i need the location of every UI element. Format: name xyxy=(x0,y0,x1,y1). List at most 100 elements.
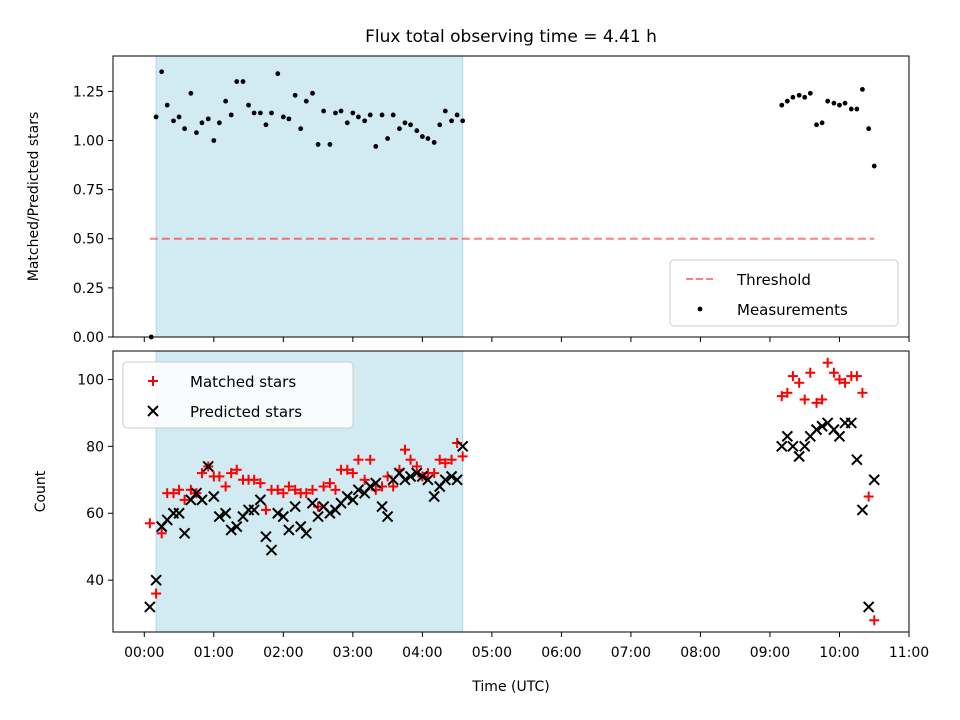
measurement-point xyxy=(234,79,240,84)
observing-interval-shade xyxy=(155,55,464,338)
x-tick-label: 03:00 xyxy=(333,645,373,661)
matched-star-point xyxy=(446,454,457,465)
matched-star-point xyxy=(342,464,353,475)
measurement-point xyxy=(315,142,321,147)
matched-star-point xyxy=(869,615,880,626)
matched-star-point xyxy=(330,484,341,495)
matched-star-point xyxy=(863,491,874,502)
measurement-point xyxy=(454,112,460,118)
measurement-point xyxy=(327,142,333,147)
predicted-star-point xyxy=(347,494,359,506)
y-tick-label: 0.75 xyxy=(73,183,104,199)
matched-star-point xyxy=(851,371,862,382)
y-tick-label: 1.00 xyxy=(73,133,104,149)
measurement-point xyxy=(194,130,199,136)
matched-star-point xyxy=(411,461,422,472)
matched-star-point xyxy=(290,484,301,495)
matched-star-point xyxy=(834,374,845,385)
predicted-star-point xyxy=(352,484,365,496)
y-tick-label: 100 xyxy=(77,372,104,388)
predicted-star-point xyxy=(428,490,440,503)
matched-star-point xyxy=(220,481,231,492)
matched-star-point xyxy=(782,387,793,398)
x-tick-label: 05:00 xyxy=(472,645,512,661)
predicted-star-point xyxy=(851,454,863,466)
predicted-star-point xyxy=(370,477,382,489)
y-tick-label: 0.25 xyxy=(73,281,104,297)
matched-star-point xyxy=(365,454,376,465)
matched-star-point xyxy=(805,367,816,378)
measurement-point xyxy=(333,110,338,116)
predicted-star-point xyxy=(219,507,232,519)
legend-marker xyxy=(148,376,158,386)
x-tick-label: 07:00 xyxy=(611,645,651,661)
matched-star-point xyxy=(278,488,289,499)
matched-star-point xyxy=(260,504,271,515)
predicted-star-point xyxy=(150,574,162,586)
matched-star-point xyxy=(347,468,358,479)
matched-star-point xyxy=(283,481,294,492)
predicted-star-point xyxy=(787,440,799,453)
predicted-star-point xyxy=(810,423,823,436)
measurement-point xyxy=(802,94,808,100)
measurement-point xyxy=(280,114,286,120)
measurement-point xyxy=(367,112,373,118)
measurement-point xyxy=(356,114,361,120)
predicted-star-point xyxy=(422,474,434,486)
legend-box xyxy=(669,259,899,327)
measurement-point xyxy=(182,126,188,132)
measurement-point xyxy=(216,120,222,126)
predicted-star-point xyxy=(272,507,284,519)
measurement-point xyxy=(251,110,257,116)
matched-star-point xyxy=(840,377,851,388)
measurement-point xyxy=(321,108,327,114)
matched-star-point xyxy=(399,444,410,455)
predicted-star-point xyxy=(341,490,353,503)
predicted-star-point xyxy=(781,430,794,443)
matched-star-point xyxy=(214,471,225,482)
y-tick-label: 80 xyxy=(86,439,104,455)
measurement-point xyxy=(390,112,396,118)
predicted-star-point xyxy=(816,420,828,432)
predicted-star-point xyxy=(289,500,301,513)
matched-star-point xyxy=(168,488,179,499)
matched-star-point xyxy=(318,481,329,492)
x-tick-label: 04:00 xyxy=(402,645,442,661)
measurement-point xyxy=(437,122,443,128)
measurement-point xyxy=(188,90,194,96)
predicted-star-point xyxy=(439,474,452,486)
measurement-point xyxy=(211,138,217,143)
measurement-point xyxy=(379,112,385,118)
matched-star-point xyxy=(324,478,335,489)
legend-marker xyxy=(147,405,159,417)
x-tick-label: 02:00 xyxy=(263,645,303,661)
axes-frame xyxy=(112,350,910,633)
predicted-star-point xyxy=(776,440,788,453)
measurement-point xyxy=(866,126,872,132)
predicted-star-point xyxy=(202,460,214,473)
matched-star-point xyxy=(144,518,155,529)
predicted-star-point xyxy=(312,510,324,523)
measurement-point xyxy=(825,98,831,104)
predicted-star-point xyxy=(178,527,191,540)
measurement-point xyxy=(240,79,246,84)
measurement-point xyxy=(860,87,865,92)
y-tick-label: 40 xyxy=(86,573,104,589)
predicted-star-point xyxy=(260,530,272,543)
x-tick-label: 11:00 xyxy=(889,645,929,661)
measurement-point xyxy=(223,98,229,104)
measurement-point xyxy=(171,118,176,124)
measurement-point xyxy=(402,120,408,126)
matched-star-point xyxy=(817,394,828,405)
measurement-point xyxy=(286,116,292,122)
measurement-point xyxy=(425,136,431,141)
matched-star-point xyxy=(787,371,798,382)
matched-star-point xyxy=(249,474,260,485)
x-tick-label: 08:00 xyxy=(680,645,720,661)
y-tick-label: 1.25 xyxy=(73,84,104,100)
matched-star-point xyxy=(828,367,839,378)
predicted-star-point xyxy=(248,504,260,516)
measurement-point xyxy=(298,126,304,132)
matched-star-point xyxy=(196,468,207,479)
